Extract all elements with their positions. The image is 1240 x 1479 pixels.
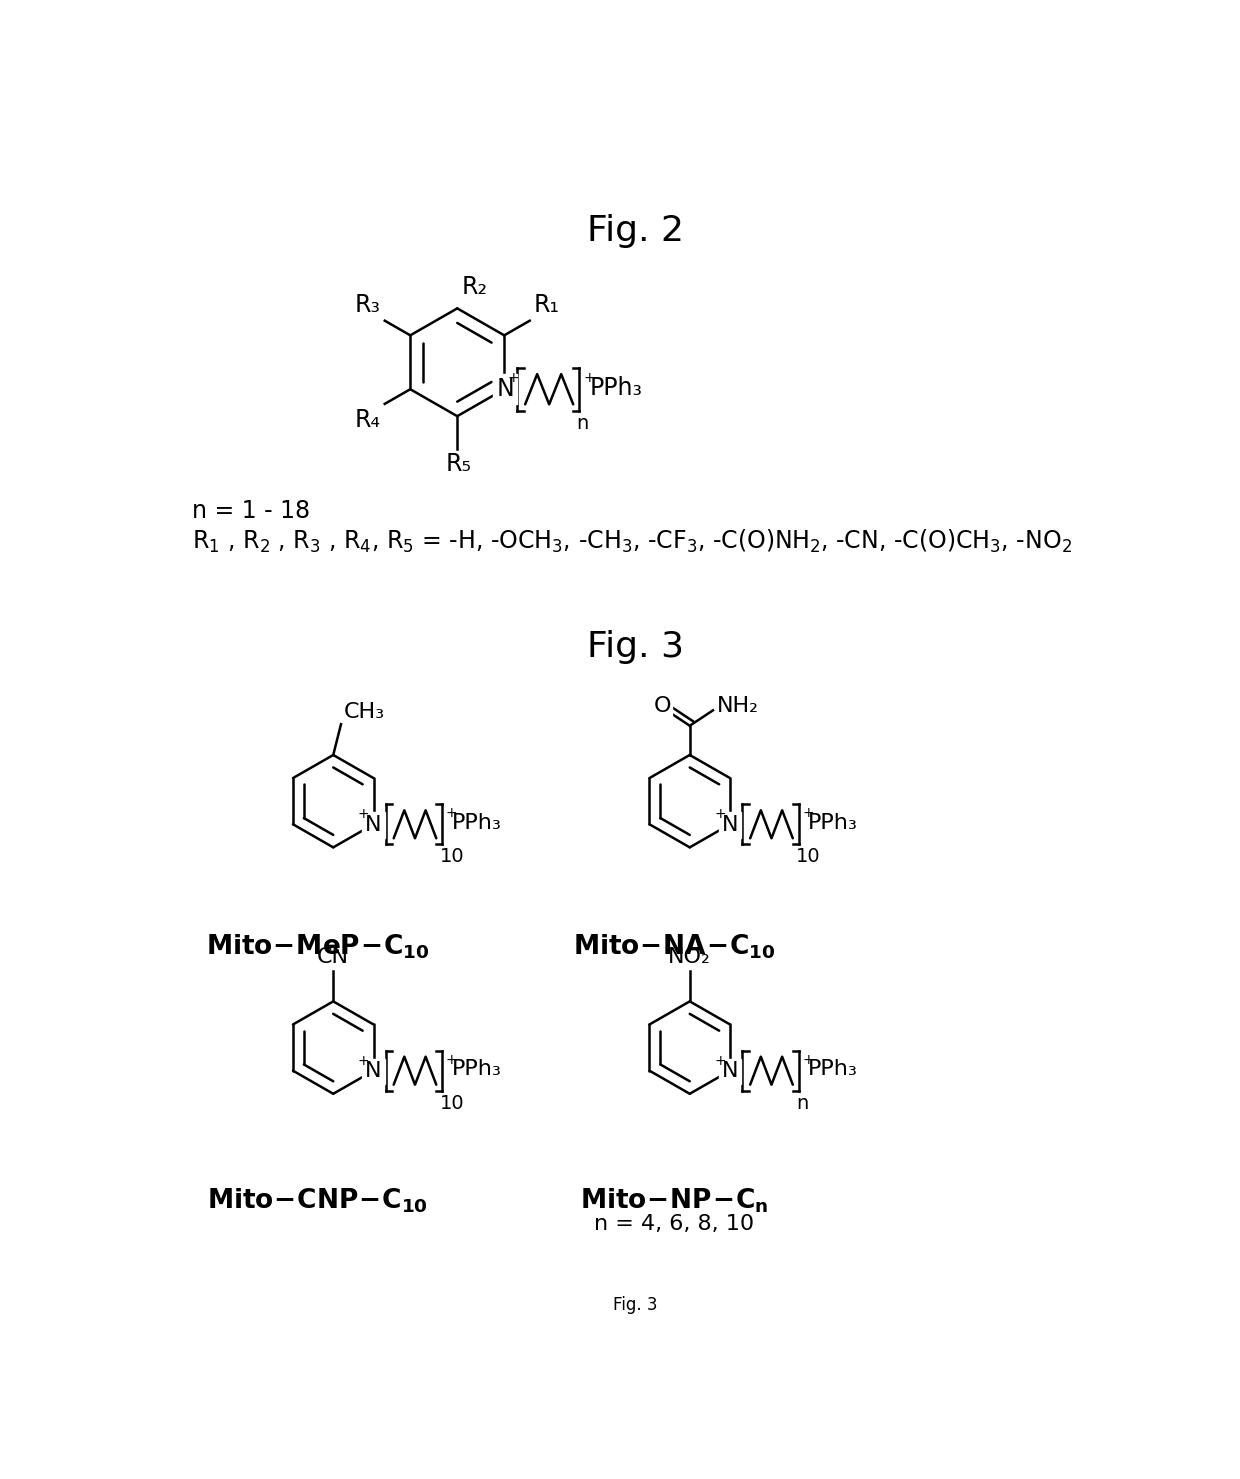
Text: PPh₃: PPh₃ [808,813,858,833]
Text: $\mathbf{Mito\!-\!NA\!-\!C_{10}}$: $\mathbf{Mito\!-\!NA\!-\!C_{10}}$ [573,932,775,960]
Text: NO₂: NO₂ [668,948,712,967]
Text: 10: 10 [439,1094,464,1112]
Text: N: N [366,1062,382,1081]
Text: R₅: R₅ [446,453,471,476]
Text: R₂: R₂ [461,275,487,299]
Text: Fig. 3: Fig. 3 [614,1296,657,1313]
Text: R₁: R₁ [533,293,559,317]
Text: N: N [366,815,382,836]
Text: $\mathbf{Mito\!-\!NP\!-\!C_n}$: $\mathbf{Mito\!-\!NP\!-\!C_n}$ [580,1186,769,1214]
Text: +: + [802,1053,813,1066]
Text: Fig. 2: Fig. 2 [587,214,684,248]
Text: CH₃: CH₃ [343,703,384,722]
Text: PPh₃: PPh₃ [451,813,502,833]
Text: 10: 10 [796,847,821,867]
Text: NH₂: NH₂ [717,695,759,716]
Text: n = 4, 6, 8, 10: n = 4, 6, 8, 10 [594,1214,754,1233]
Text: R₄: R₄ [355,408,381,432]
Text: PPh₃: PPh₃ [808,1059,858,1080]
Text: Fig. 3: Fig. 3 [587,630,684,664]
Text: N: N [722,815,738,836]
Text: 10: 10 [439,847,464,867]
Text: +: + [802,806,813,821]
Text: +: + [357,1053,370,1068]
Text: +: + [714,1053,725,1068]
Text: +: + [714,808,725,821]
Text: n: n [577,414,589,433]
Text: $\mathbf{Mito\!-\!MeP\!-\!C_{10}}$: $\mathbf{Mito\!-\!MeP\!-\!C_{10}}$ [206,932,429,960]
Text: +: + [583,371,595,386]
Text: +: + [445,1053,458,1066]
Text: n = 1 - 18: n = 1 - 18 [192,500,310,524]
Text: PPh₃: PPh₃ [451,1059,502,1080]
Text: CN: CN [317,948,350,967]
Text: +: + [357,808,370,821]
Text: N: N [496,377,513,401]
Text: +: + [507,371,520,386]
Text: O: O [653,695,671,716]
Text: R₃: R₃ [355,293,381,317]
Text: PPh₃: PPh₃ [589,376,642,399]
Text: N: N [722,1062,738,1081]
Text: $\mathbf{Mito\!-\!CNP\!-\!C_{10}}$: $\mathbf{Mito\!-\!CNP\!-\!C_{10}}$ [207,1186,428,1214]
Text: R$_1$ , R$_2$ , R$_3$ , R$_4$, R$_5$ = -H, -OCH$_3$, -CH$_3$, -CF$_3$, -C(O)NH$_: R$_1$ , R$_2$ , R$_3$ , R$_4$, R$_5$ = -… [192,528,1073,555]
Text: n: n [796,1094,808,1112]
Text: +: + [445,806,458,821]
